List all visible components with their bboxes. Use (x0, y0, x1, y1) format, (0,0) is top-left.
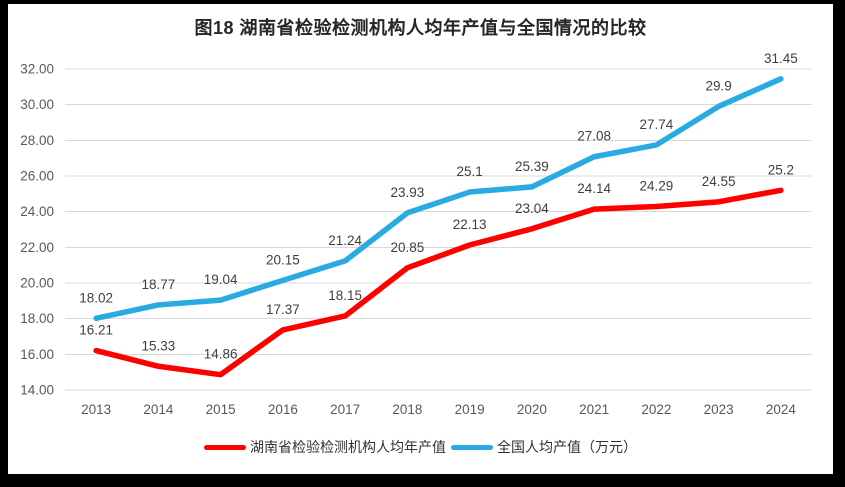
data-label-series-0: 24.55 (702, 174, 736, 189)
legend: 湖南省检验检测机构人均年产值 全国人均产值（万元） (8, 435, 833, 459)
legend-label-hunan: 湖南省检验检测机构人均年产值 (250, 439, 446, 455)
y-tick-label: 16.00 (20, 347, 54, 362)
data-label-series-0: 15.33 (141, 338, 175, 353)
data-label-series-1: 20.15 (266, 252, 300, 267)
data-label-series-0: 24.14 (577, 181, 611, 196)
data-label-series-0: 20.85 (390, 240, 424, 255)
y-tick-label: 26.00 (20, 169, 54, 184)
x-tick-label: 2014 (143, 402, 174, 417)
data-label-series-1: 18.02 (79, 290, 113, 305)
y-tick-label: 22.00 (20, 240, 54, 255)
data-label-series-1: 27.74 (639, 117, 673, 132)
legend-label-national: 全国人均产值（万元） (497, 439, 637, 455)
data-label-series-0: 24.29 (639, 178, 673, 193)
data-label-series-0: 22.13 (453, 217, 487, 232)
x-tick-label: 2024 (766, 402, 797, 417)
x-tick-label: 2023 (704, 402, 734, 417)
data-label-series-0: 25.2 (768, 162, 794, 177)
data-label-series-1: 25.39 (515, 159, 549, 174)
chart-title: 图18 湖南省检验检测机构人均年产值与全国情况的比较 (194, 18, 647, 38)
data-label-series-1: 21.24 (328, 233, 362, 248)
data-label-series-0: 17.37 (266, 302, 300, 317)
data-label-series-1: 18.77 (141, 277, 175, 292)
plot-area: 14.00 16.00 18.00 20.00 22.00 24.00 26.00 28.00… (20, 51, 812, 417)
data-label-series-1: 29.9 (705, 78, 731, 93)
data-label-series-0: 23.04 (515, 201, 549, 216)
data-label-series-0: 14.86 (204, 347, 238, 362)
x-tick-label: 2022 (641, 402, 671, 417)
chart-canvas: 图18 湖南省检验检测机构人均年产值与全国情况的比较 14.00 16.00 18.… (8, 4, 833, 474)
data-label-series-0: 18.15 (328, 288, 362, 303)
x-tick-label: 2017 (330, 402, 360, 417)
legend-line-red (204, 444, 246, 450)
x-tick-label: 2013 (81, 402, 111, 417)
legend-item-national: 全国人均产值（万元） (451, 437, 637, 457)
y-tick-label: 20.00 (20, 276, 54, 291)
x-tick-label: 2021 (579, 402, 609, 417)
y-tick-label: 18.00 (20, 311, 54, 326)
y-tick-label: 30.00 (20, 97, 54, 112)
y-tick-label: 32.00 (20, 62, 54, 77)
y-tick-label: 28.00 (20, 133, 54, 148)
x-tick-label: 2019 (455, 402, 485, 417)
data-label-series-0: 16.21 (79, 323, 113, 338)
data-label-series-1: 19.04 (204, 272, 238, 287)
x-tick-label: 2020 (517, 402, 547, 417)
x-tick-label: 2016 (268, 402, 298, 417)
x-tick-label: 2015 (206, 402, 236, 417)
y-tick-label: 24.00 (20, 204, 54, 219)
data-label-series-1: 31.45 (764, 51, 798, 66)
legend-line-blue (451, 444, 493, 450)
legend-item-hunan: 湖南省检验检测机构人均年产值 (204, 437, 446, 457)
data-label-series-1: 23.93 (390, 185, 424, 200)
series-line-0 (93, 187, 784, 378)
series-line-1 (93, 76, 784, 322)
y-tick-label: 14.00 (20, 383, 54, 398)
data-label-series-1: 25.1 (456, 164, 482, 179)
data-label-series-1: 27.08 (577, 129, 611, 144)
x-tick-label: 2018 (392, 402, 422, 417)
